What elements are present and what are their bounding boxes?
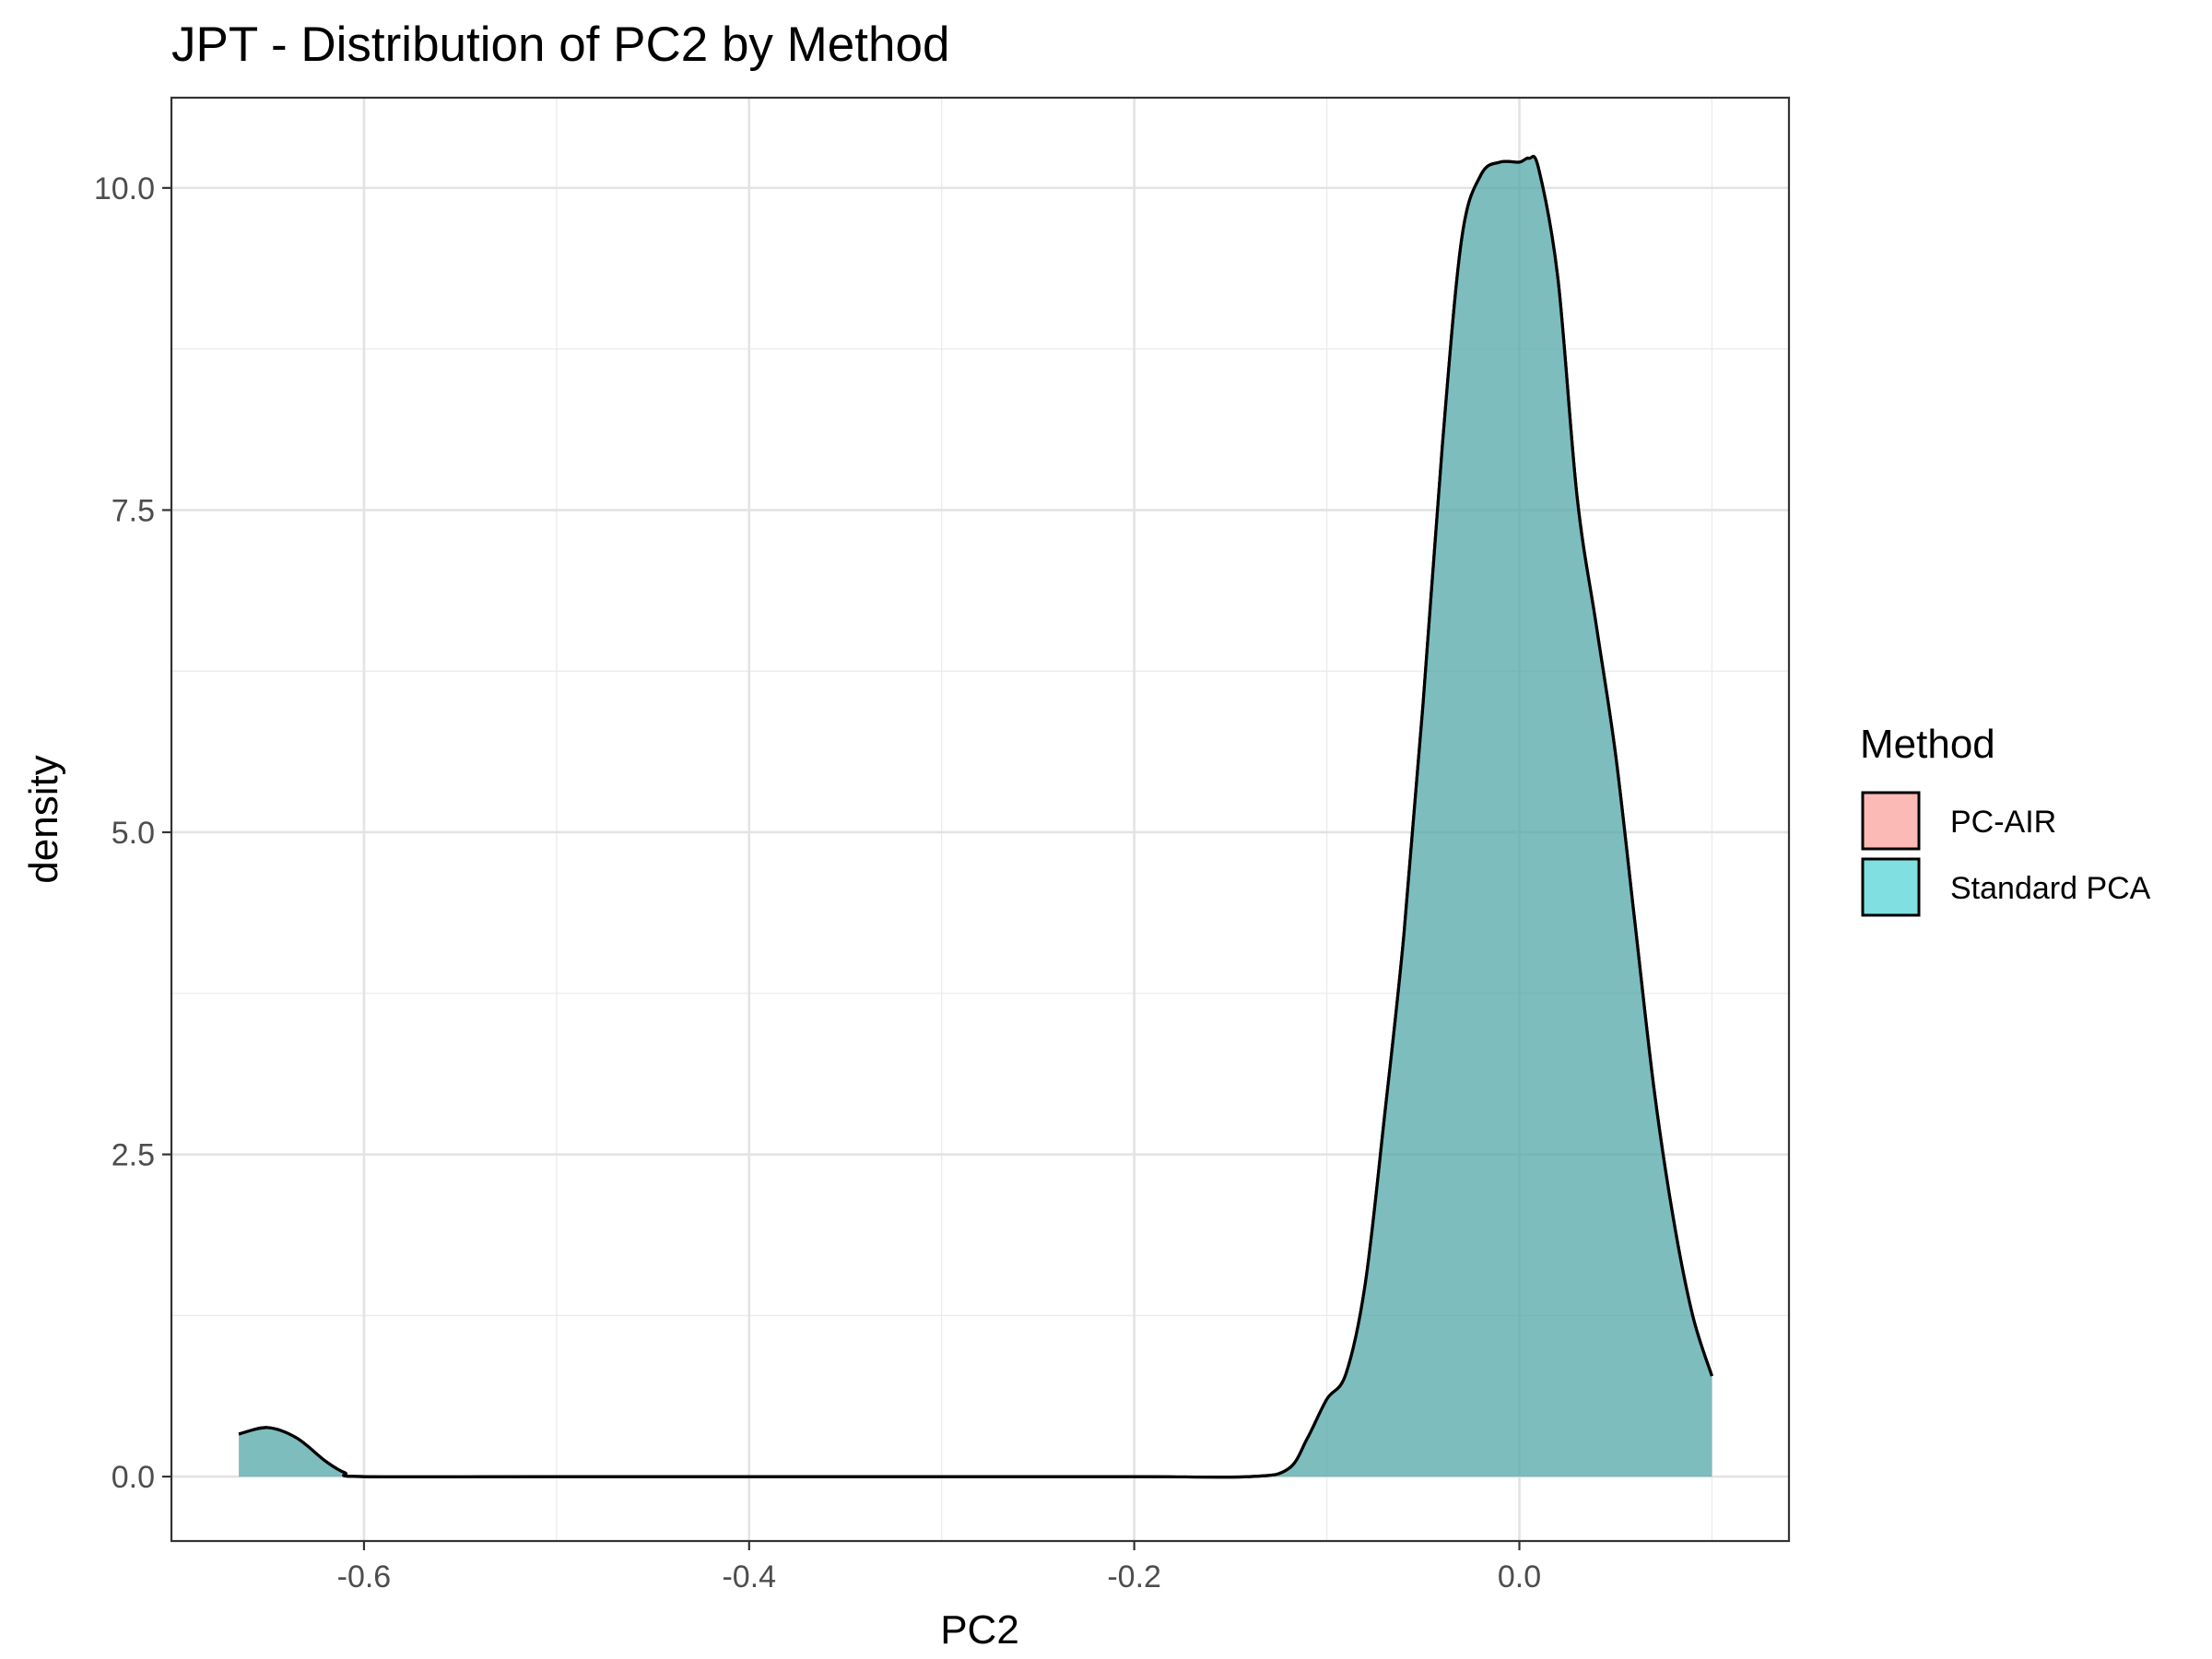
legend-label-pc-air: PC-AIR — [1950, 805, 2056, 840]
legend: Method PC-AIR Standard PCA — [1860, 722, 2151, 918]
y-tick-label: 7.5 — [112, 493, 155, 528]
legend-title: Method — [1860, 722, 1995, 767]
density-line-standard-pca — [238, 155, 1713, 1479]
x-tick-label: 0.0 — [1498, 1559, 1541, 1594]
x-tick-label: -0.2 — [1107, 1559, 1161, 1594]
x-tick-label: -0.6 — [337, 1559, 392, 1594]
y-tick-label: 2.5 — [112, 1138, 155, 1173]
y-tick-label: 0.0 — [112, 1460, 155, 1495]
plot-border — [170, 96, 1791, 1543]
legend-swatch-pc-air — [1861, 791, 1921, 851]
chart-title: JPT - Distribution of PC2 by Method — [171, 18, 949, 72]
x-axis: -0.6 -0.4 -0.2 0.0 — [337, 1541, 1541, 1594]
y-tick-label: 10.0 — [94, 171, 155, 206]
legend-label-standard-pca: Standard PCA — [1950, 871, 2151, 906]
y-axis-title: density — [21, 755, 66, 883]
y-tick-label: 5.0 — [112, 816, 155, 851]
x-axis-title: PC2 — [940, 1607, 1019, 1653]
legend-entries: PC-AIR Standard PCA — [1860, 790, 2151, 918]
x-tick-label: -0.4 — [722, 1559, 776, 1594]
y-axis: 0.0 2.5 5.0 7.5 10.0 — [94, 171, 171, 1495]
series-layer — [238, 155, 1713, 1479]
plot-area — [170, 96, 1791, 1543]
legend-swatch-standard-pca — [1861, 857, 1921, 917]
density-area-standard-pca — [239, 156, 1712, 1477]
